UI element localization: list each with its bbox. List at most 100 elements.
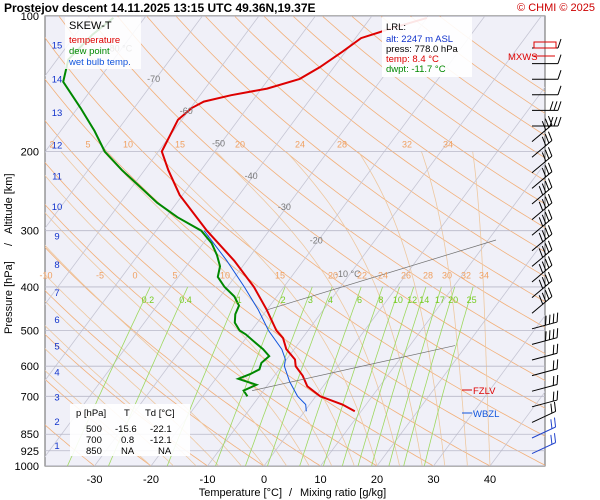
wind-barb-feather <box>547 209 553 219</box>
wind-barb <box>532 54 562 65</box>
isotherm <box>263 86 545 466</box>
wind-barb-staff <box>531 337 558 345</box>
mxws-box <box>533 41 557 49</box>
wind-barb-feather <box>549 101 554 111</box>
mixing-ratio-line <box>267 286 333 466</box>
dry-adiabat <box>263 16 545 229</box>
wind-barb-feather <box>544 149 550 159</box>
lrl-altitude: alt: 2247 m ASL <box>386 34 453 45</box>
wind-barb-staff <box>531 218 553 236</box>
wind-barb-feather <box>552 313 555 324</box>
altitude-tick-label: 15 <box>52 40 63 51</box>
wind-barb-feather <box>552 344 555 355</box>
wind-barb-feather <box>553 101 558 111</box>
isotherm <box>45 16 260 305</box>
wind-barb-feather <box>544 274 550 284</box>
isotherm-label: -70 <box>147 74 160 84</box>
wind-barb-shaft <box>531 417 557 439</box>
table-cell: 500 <box>86 424 102 435</box>
isotherm-label: -10 °C <box>335 269 361 279</box>
y-axis-label: Pressure [hPa] / Altitude [km] <box>3 173 15 334</box>
wind-barb-feather <box>541 292 547 302</box>
wind-barb-staff <box>531 296 553 314</box>
wind-barb-shaft <box>532 116 562 127</box>
theta-label: 24 <box>295 139 305 149</box>
altitude-tick-label: 5 <box>54 342 59 353</box>
theta-label: 22 <box>357 270 367 280</box>
mixing-ratio-line <box>357 286 415 466</box>
wind-barb-shaft <box>531 131 553 158</box>
wind-barb-staff <box>531 233 553 252</box>
y-axis-label-alt: Altitude [km] <box>3 173 15 234</box>
isotherm <box>94 16 429 466</box>
wind-barb-feather <box>541 121 547 131</box>
dry-adiabat <box>116 16 545 355</box>
altitude-tick-label: 7 <box>54 288 59 299</box>
altitude-tick-label: 2 <box>54 417 59 428</box>
theta-label: 32 <box>461 270 471 280</box>
legend-title: SKEW-T <box>69 20 112 32</box>
theta-label: 0 <box>132 270 137 280</box>
isotherm-label: -50 <box>212 139 225 149</box>
wind-barb-feather <box>553 433 557 443</box>
mixing-ratio-line <box>341 286 400 466</box>
wind-barb-feather <box>544 243 550 253</box>
wind-barb-feather <box>538 263 544 274</box>
mixing-ratio-label: 2 <box>281 295 286 305</box>
wind-barb-shaft <box>531 390 559 408</box>
lrl-dewpoint: dwpt: -11.7 °C <box>386 64 446 75</box>
isotherm <box>433 315 545 466</box>
profile-curves <box>62 16 497 413</box>
reference-line <box>266 239 497 311</box>
wind-barb-staff <box>531 280 553 298</box>
isotherm-label: -60 <box>180 106 193 116</box>
lrl-box: LRL: alt: 2247 m ASL press: 778.0 hPa te… <box>382 17 472 77</box>
wind-barb-staff <box>531 352 558 361</box>
mixing-ratio-label: 20 <box>448 295 458 305</box>
altitude-tick-label: 10 <box>52 202 63 213</box>
mixing-ratio-line <box>388 286 442 466</box>
mixing-ratio-label: 10 <box>393 295 403 305</box>
wind-barb-shaft <box>531 209 553 236</box>
temperature-tick-label: 10 <box>314 474 326 486</box>
isotherm-label: -40 <box>245 171 258 181</box>
altitude-tick-label: 6 <box>54 315 59 326</box>
theta-label: 28 <box>337 139 347 149</box>
wind-barb-feather <box>556 328 559 338</box>
altitude-tick-label: 1 <box>54 441 59 452</box>
wind-barb-feather <box>541 277 547 287</box>
dry-adiabat <box>234 16 545 253</box>
wind-barb-staff <box>531 140 553 158</box>
theta-label: 20 <box>328 270 338 280</box>
temperature-tick-label: -20 <box>143 474 159 486</box>
mixing-ratio-label: 17 <box>435 295 445 305</box>
mixing-ratio-line <box>323 286 383 466</box>
wind-barb-feather <box>545 315 547 326</box>
table-cell: -22.1 <box>150 424 172 435</box>
wind-barb-feather <box>557 116 562 127</box>
wind-barb-shaft <box>531 225 553 252</box>
wind-barb-feather <box>550 434 553 445</box>
pressure-tick-label: 100 <box>21 11 39 23</box>
isotherm-label: -20 <box>310 235 323 245</box>
wind-barb <box>532 70 562 80</box>
wind-barb <box>531 417 557 439</box>
wind-barb-staff <box>531 383 558 392</box>
wind-barb-shaft <box>531 433 557 455</box>
wind-barb <box>531 225 553 252</box>
pressure-tick-label: 850 <box>21 429 39 441</box>
wind-barb-feather <box>556 312 559 323</box>
wind-barb-feather <box>552 376 555 386</box>
wind-barb-feather <box>544 134 550 144</box>
series-line-dew-point <box>62 17 271 397</box>
wind-barb-feather <box>538 279 544 289</box>
wind-barb-staff <box>531 186 553 205</box>
isotherm <box>45 16 203 229</box>
x-axis-label-sep: / <box>289 487 293 499</box>
wind-barb <box>531 312 559 330</box>
table-header-t: T <box>124 408 130 419</box>
dry-adiabat <box>292 16 545 205</box>
wind-barb-feather <box>550 419 553 429</box>
dry-adiabat <box>58 16 545 409</box>
